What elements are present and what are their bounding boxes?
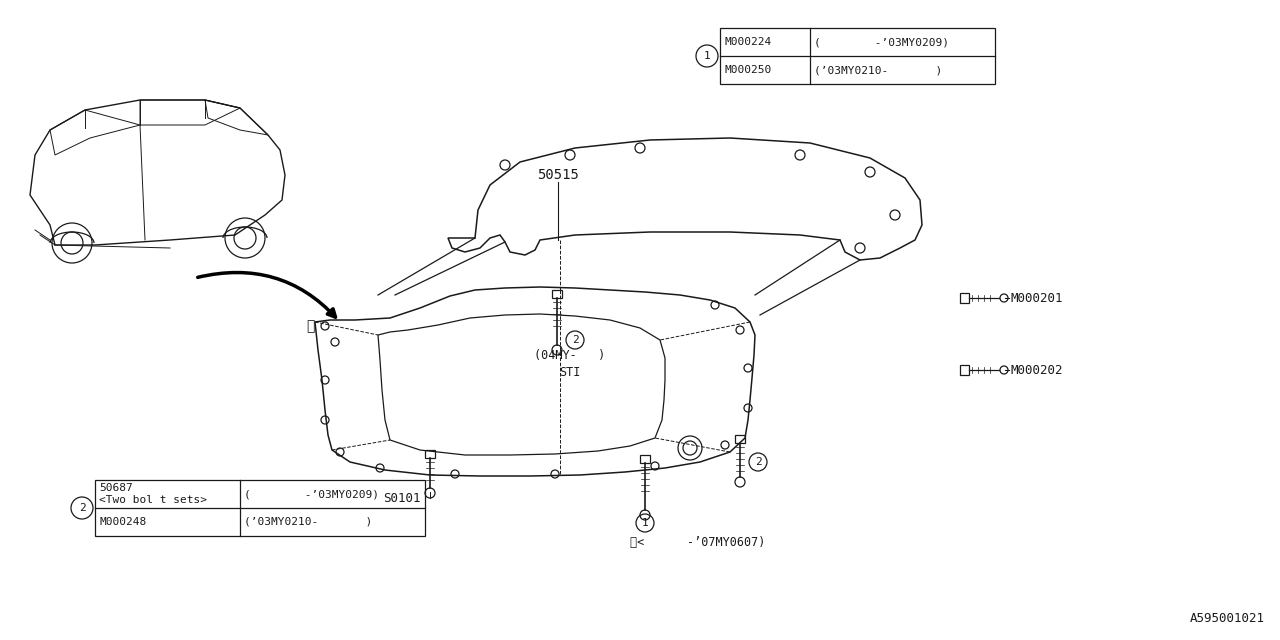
Text: 2: 2 — [572, 335, 579, 345]
Text: S0101: S0101 — [383, 492, 421, 504]
Text: M000224: M000224 — [724, 37, 772, 47]
Text: 2: 2 — [78, 503, 86, 513]
Text: M000201: M000201 — [1010, 291, 1062, 305]
Text: 50687: 50687 — [99, 483, 133, 493]
Text: M000202: M000202 — [1010, 364, 1062, 376]
Text: (        -’03MY0209): ( -’03MY0209) — [244, 489, 379, 499]
Text: M000250: M000250 — [724, 65, 772, 75]
Text: 50515: 50515 — [538, 168, 579, 182]
Text: M000248: M000248 — [99, 517, 146, 527]
Text: ※<      -’07MY0607): ※< -’07MY0607) — [630, 536, 765, 548]
Text: ※: ※ — [306, 319, 314, 333]
Text: (        -’03MY0209): ( -’03MY0209) — [814, 37, 948, 47]
Text: STI: STI — [559, 365, 581, 378]
Text: (04MY-   ): (04MY- ) — [534, 349, 605, 362]
Text: 1: 1 — [704, 51, 710, 61]
Text: <Two bol t sets>: <Two bol t sets> — [99, 495, 207, 505]
Text: A595001021: A595001021 — [1190, 612, 1265, 625]
Text: 2: 2 — [755, 457, 762, 467]
Text: 1: 1 — [641, 518, 649, 528]
Text: (’03MY0210-       ): (’03MY0210- ) — [814, 65, 942, 75]
Text: (’03MY0210-       ): (’03MY0210- ) — [244, 517, 372, 527]
